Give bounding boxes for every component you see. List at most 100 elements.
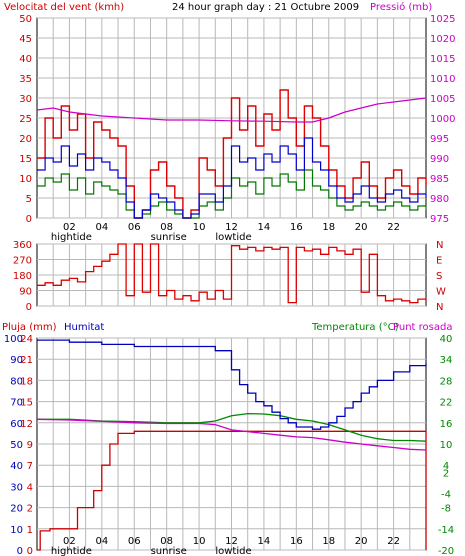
rain-y-tick-label: 4 <box>27 482 33 493</box>
x-tick-label: 16 <box>290 536 303 547</box>
wind-y-tick-label: 50 <box>19 14 32 25</box>
temperature-y-tick-label: 16 <box>440 419 453 430</box>
x-tick-label: 12 <box>225 222 238 233</box>
x-tick-label: 02 <box>63 222 76 233</box>
temperature-y-tick-label: 4 <box>443 461 449 472</box>
wind-y-tick-label: 25 <box>19 114 32 125</box>
humidity-series <box>37 339 427 430</box>
rain-y-tick-label: 18 <box>20 376 33 387</box>
x-tick-label: 22 <box>387 222 400 233</box>
humidity-y-tick-label: 50 <box>10 440 23 451</box>
temperature-y-tick-label: -8 <box>441 504 451 515</box>
humidity-y-tick-label: 30 <box>10 482 23 493</box>
compass-label: N <box>436 302 443 313</box>
wind-direction-series <box>37 243 427 304</box>
x-tick-label: 10 <box>193 536 206 547</box>
pressure-y-tick-label: 1000 <box>430 114 455 125</box>
compass-label: E <box>436 256 442 267</box>
direction-y-tick-label: 180 <box>13 271 32 282</box>
x-tick-label: 06 <box>128 222 141 233</box>
x-tick-label: 08 <box>160 222 173 233</box>
rain-series <box>37 430 427 551</box>
temperature-y-tick-label: 10 <box>440 440 453 451</box>
x-tick-label <box>424 222 427 233</box>
rain-y-tick-label: 21 <box>20 355 33 366</box>
wind-y-tick-label: 20 <box>19 134 32 145</box>
pressure-y-tick-label: 995 <box>430 134 449 145</box>
compass-label: S <box>436 271 442 282</box>
humidity-y-tick-label: 10 <box>10 525 23 536</box>
x-tick-label: 20 <box>355 536 368 547</box>
rain-y-tick-label: 9 <box>27 440 33 451</box>
humidity-y-tick-label: 40 <box>10 461 23 472</box>
compass-label: N <box>436 240 443 251</box>
x-tick-label: 12 <box>225 536 238 547</box>
direction-y-tick-label: 360 <box>13 240 32 251</box>
x-tick-label: 10 <box>193 222 206 233</box>
wind-y-tick-label: 30 <box>19 94 32 105</box>
pressure-y-tick-label: 1015 <box>430 54 455 65</box>
temperature-y-tick-label: -4 <box>441 489 451 500</box>
wind-y-tick-label: 5 <box>26 194 32 205</box>
temperature-y-tick-label: 22 <box>440 398 453 409</box>
average-wind-series <box>37 137 427 219</box>
series-layer <box>36 89 427 551</box>
pressure-y-tick-label: 1025 <box>430 14 455 25</box>
temperature-y-tick-label: 34 <box>440 355 453 366</box>
x-annotation: lowtide <box>215 546 251 556</box>
x-tick-label: 14 <box>258 222 271 233</box>
x-annotation: sunrise <box>151 232 187 243</box>
rain-y-tick-label: 15 <box>20 398 33 409</box>
humidity-y-tick-label: 90 <box>10 355 23 366</box>
temperature-y-tick-label: 28 <box>440 376 453 387</box>
wind-gust-series <box>37 169 427 219</box>
humidity-y-tick-label: 60 <box>10 419 23 430</box>
compass-label: W <box>436 287 446 298</box>
x-annotation: sunrise <box>151 546 187 556</box>
temperature-y-tick-label: 2 <box>443 468 449 479</box>
x-tick-label <box>424 536 427 547</box>
direction-y-tick-label: 0 <box>26 302 32 313</box>
pressure-y-tick-label: 1005 <box>430 94 455 105</box>
humidity-y-tick-label: 70 <box>10 398 23 409</box>
wind-y-tick-label: 0 <box>26 214 32 225</box>
humidity-y-tick-label: 100 <box>4 334 23 345</box>
rain-axis-label: Pluja (mm) <box>2 322 57 333</box>
x-tick-label: 22 <box>387 536 400 547</box>
x-tick-label: 18 <box>322 536 335 547</box>
x-annotation: hightide <box>51 546 92 556</box>
x-annotation: lowtide <box>215 232 251 243</box>
rain-y-tick-label: 12 <box>20 419 33 430</box>
temperature-y-tick-label: -20 <box>438 546 454 556</box>
x-tick-label: 04 <box>95 222 108 233</box>
x-tick-label: 06 <box>128 536 141 547</box>
rain-y-tick-label: 1 <box>27 525 33 536</box>
pressure-y-tick-label: 990 <box>430 154 449 165</box>
pressure-axis-label: Pressió (mb) <box>370 1 432 13</box>
temperature-series <box>37 412 427 442</box>
direction-y-tick-label: 270 <box>13 256 32 267</box>
humidity-y-tick-label: 0 <box>17 546 23 556</box>
humidity-y-tick-label: 80 <box>10 376 23 387</box>
x-tick-label: 02 <box>63 536 76 547</box>
wind-y-tick-label: 10 <box>19 174 32 185</box>
pressure-y-tick-label: 975 <box>430 214 449 225</box>
temperature-axis-label: Temperatura (°C) <box>311 322 399 333</box>
wind-y-tick-label: 35 <box>19 74 32 85</box>
temperature-y-tick-label: 40 <box>440 334 453 345</box>
wind-y-tick-label: 15 <box>19 154 32 165</box>
rain-y-tick-label: 7 <box>27 461 33 472</box>
wind-speed-series <box>37 89 427 219</box>
x-tick-label: 14 <box>258 536 271 547</box>
direction-y-tick-label: 90 <box>19 287 32 298</box>
x-annotation: hightide <box>51 232 92 243</box>
wind-y-tick-label: 40 <box>19 54 32 65</box>
rain-y-tick-label: 2 <box>27 504 33 515</box>
wind-y-tick-label: 45 <box>19 34 32 45</box>
wind-axis-label: Velocitat del vent (kmh) <box>4 2 124 13</box>
pressure-y-tick-label: 985 <box>430 174 449 185</box>
x-tick-label: 20 <box>355 222 368 233</box>
axes-layer: 0510152025303540455097598098599099510001… <box>4 14 456 556</box>
pressure-y-tick-label: 980 <box>430 194 449 205</box>
